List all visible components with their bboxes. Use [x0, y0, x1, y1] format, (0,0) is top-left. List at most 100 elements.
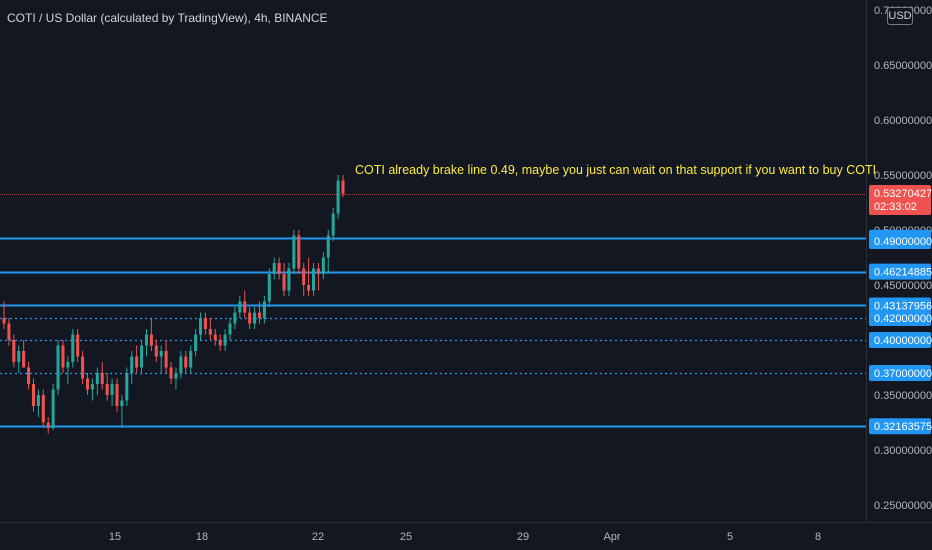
price-level-text: 0.49000000	[874, 236, 932, 248]
candle-body	[184, 356, 188, 368]
candle-body	[31, 384, 36, 406]
x-tick-label: 25	[400, 531, 412, 543]
candle-body	[341, 180, 345, 194]
candle-body	[282, 274, 286, 291]
price-level-text: 0.32163575	[874, 421, 932, 433]
y-tick-label: 0.55000000	[874, 170, 932, 182]
y-tick-label: 0.30000000	[874, 445, 932, 457]
candle-body	[243, 301, 247, 313]
candle-body	[46, 422, 50, 428]
chart-grid	[0, 0, 932, 523]
current-price-text: 0.53270427	[874, 188, 932, 200]
candle-body	[248, 312, 252, 324]
y-tick-label: 0.35000000	[874, 390, 932, 402]
candle-body	[208, 329, 212, 335]
candle-body	[105, 384, 109, 395]
y-tick-label: 0.60000000	[874, 115, 932, 127]
x-tick-label: 29	[517, 531, 529, 543]
candle-body	[203, 318, 207, 329]
candle-body	[125, 373, 129, 401]
candle-body	[302, 268, 306, 285]
price-level-text: 0.46214885	[874, 267, 932, 279]
current-price-tag	[869, 185, 931, 216]
candle-body	[169, 367, 173, 379]
candle-body	[71, 334, 75, 362]
price-level-tag	[869, 263, 931, 280]
price-level-text: 0.40000000	[874, 335, 932, 347]
candle-body	[198, 318, 203, 335]
candle-body	[267, 274, 271, 302]
candle-body	[149, 334, 153, 346]
price-level-tag	[869, 332, 931, 348]
candle-body	[257, 312, 262, 318]
candle-body	[27, 367, 31, 384]
price-axis[interactable]: 0.25000000 0.30000000 0.35000000 0.40000000…	[869, 5, 932, 512]
candle-body	[61, 345, 65, 368]
bar-countdown-text: 02:33:02	[874, 201, 917, 213]
candle-body	[76, 334, 80, 357]
candle-body	[326, 235, 330, 258]
time-axis[interactable]: 15 18 22 25 29 Apr 5 8	[109, 531, 821, 543]
x-tick-label: Apr	[603, 531, 620, 543]
candle-body	[154, 345, 158, 357]
candle-body	[115, 384, 119, 406]
candle-body	[164, 351, 168, 368]
x-tick-label: 22	[312, 531, 324, 543]
chart-annotation[interactable]: COTI already brake line 0.49, maybe you …	[355, 163, 877, 177]
candle-body	[174, 373, 178, 379]
candle-body	[336, 180, 340, 214]
candle-body	[12, 340, 16, 362]
price-level-tag	[869, 233, 931, 249]
horizontal-levels	[0, 194, 866, 428]
y-tick-label: 0.25000000	[874, 500, 932, 512]
currency-badge[interactable]: USD	[887, 7, 913, 25]
candle-body	[144, 334, 149, 346]
candle-body	[223, 334, 227, 346]
candle-body	[51, 389, 55, 428]
candle-body	[95, 373, 99, 384]
candle-body	[36, 395, 40, 406]
candle-body	[316, 268, 320, 274]
candle-body	[130, 356, 134, 373]
candle-body	[100, 373, 104, 384]
candle-body	[253, 312, 257, 324]
candle-body	[292, 235, 296, 269]
candle-body	[194, 334, 198, 351]
candle-body	[228, 323, 232, 335]
candle-body	[7, 323, 11, 340]
candle-body	[189, 351, 193, 368]
candle-body	[56, 345, 60, 390]
candle-body	[140, 345, 144, 368]
candle-body	[272, 263, 276, 274]
candle-body	[277, 263, 281, 274]
candlestick-series	[2, 175, 345, 434]
candle-body	[262, 301, 266, 318]
candle-body	[321, 257, 325, 274]
price-level-text: 0.42000000	[874, 313, 932, 325]
price-level-tag	[869, 365, 931, 381]
y-tick-label: 0.65000000	[874, 60, 932, 72]
x-tick-label: 8	[815, 531, 821, 543]
candle-body	[85, 378, 90, 390]
candle-body	[110, 384, 114, 395]
candle-body	[17, 351, 21, 362]
candle-body	[218, 340, 222, 346]
candle-body	[297, 235, 301, 269]
candle-body	[41, 395, 45, 423]
candle-body	[213, 334, 217, 340]
candle-body	[135, 356, 139, 368]
candle-body	[90, 384, 94, 390]
price-level-text: 0.43137956	[874, 300, 932, 312]
candle-body	[120, 400, 124, 406]
x-tick-label: 15	[109, 531, 121, 543]
candle-body	[238, 301, 242, 313]
chart-title: COTI / US Dollar (calculated by TradingV…	[7, 11, 328, 25]
price-level-tag	[869, 310, 931, 326]
x-tick-label: 18	[196, 531, 208, 543]
candle-body	[81, 356, 85, 379]
candle-body	[311, 268, 316, 291]
candle-body	[2, 318, 6, 324]
candle-body	[287, 268, 291, 291]
candle-body	[307, 285, 311, 291]
